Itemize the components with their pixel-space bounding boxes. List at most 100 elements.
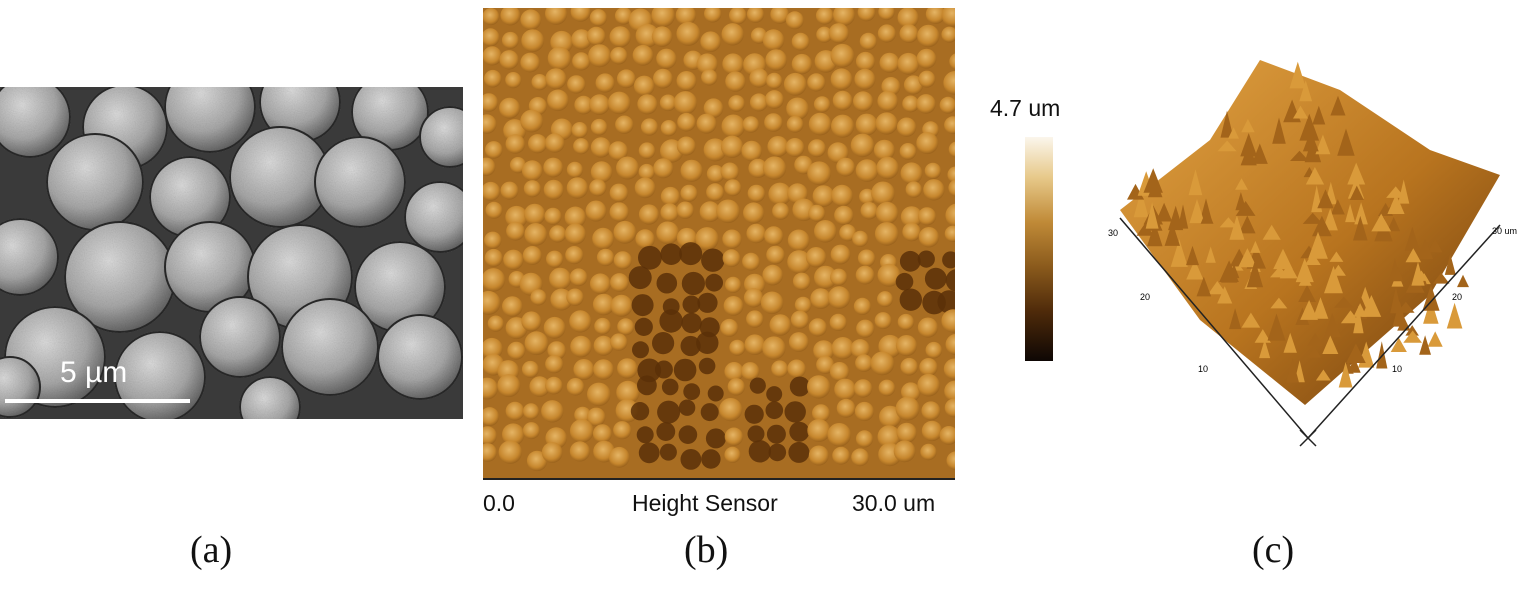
- surface-peak: [1361, 295, 1382, 317]
- afm-particle: [485, 141, 503, 159]
- surface-peak: [1308, 231, 1328, 259]
- afm-particle: [701, 449, 721, 469]
- afm-particle: [785, 11, 804, 30]
- afm-particle: [921, 401, 941, 421]
- afm-particle: [638, 142, 656, 159]
- afm-particle: [573, 138, 590, 155]
- afm-particle: [520, 109, 544, 133]
- afm-particle: [766, 424, 786, 444]
- axis-tick-left-30: 30: [1108, 228, 1118, 238]
- axis-left: [1119, 217, 1309, 439]
- afm-particle: [812, 185, 835, 208]
- afm-particle: [659, 94, 677, 112]
- surface-peak: [1267, 313, 1286, 341]
- afm-particle: [857, 8, 876, 22]
- afm-particle: [589, 9, 607, 27]
- afm-particle: [943, 358, 955, 380]
- afm-particle: [630, 402, 650, 421]
- afm-particle: [788, 332, 809, 352]
- scale-bar-label: 5 µm: [60, 356, 127, 389]
- afm-particle: [771, 360, 789, 378]
- afm-particle: [654, 360, 673, 379]
- afm-height-map: [483, 8, 955, 478]
- afm-particle: [679, 242, 703, 266]
- afm-particle: [500, 181, 519, 200]
- afm-particle: [524, 223, 548, 246]
- surface-peak: [1390, 337, 1407, 352]
- afm-particle: [808, 112, 832, 136]
- surface-peak: [1307, 332, 1324, 346]
- afm-particle: [704, 8, 722, 23]
- afm-particle: [787, 359, 806, 379]
- afm-particle: [766, 386, 783, 403]
- surface-peak: [1305, 167, 1325, 185]
- afm-particle: [943, 71, 955, 95]
- afm-particle: [610, 333, 628, 351]
- afm-particle: [498, 440, 522, 464]
- afm-particle: [610, 294, 633, 317]
- afm-particle: [836, 398, 856, 418]
- surface-peak: [1324, 266, 1343, 294]
- afm-particle: [917, 250, 935, 268]
- surface-peak: [1205, 246, 1216, 263]
- panel-label-a: (a): [190, 529, 233, 571]
- surface-peak: [1283, 332, 1297, 353]
- afm-particle: [522, 246, 542, 265]
- afm-particle: [545, 355, 564, 374]
- afm-particle: [897, 8, 919, 29]
- afm-particle: [596, 248, 615, 267]
- afm-particle: [918, 70, 936, 88]
- afm-particle: [895, 335, 918, 357]
- afm-particle: [573, 359, 595, 380]
- afm-particle: [857, 249, 876, 267]
- afm-particle: [727, 378, 745, 396]
- afm-particle: [895, 272, 914, 291]
- afm-particle: [502, 296, 523, 317]
- afm-particle: [680, 335, 701, 357]
- afm-particle: [897, 313, 915, 331]
- surface-peak: [1423, 298, 1439, 324]
- height-colorbar: [1025, 137, 1053, 361]
- afm-particle: [720, 162, 739, 181]
- surface-peak: [1346, 343, 1366, 363]
- afm-particle: [896, 117, 917, 137]
- surface-peak: [1186, 245, 1199, 266]
- surface-peak: [1419, 335, 1431, 355]
- afm-particle: [607, 91, 631, 115]
- afm-particle: [854, 401, 874, 422]
- afm-particle: [749, 68, 769, 88]
- afm-particle: [875, 201, 899, 225]
- afm-particle: [944, 398, 955, 418]
- afm-particle: [855, 113, 878, 136]
- afm-particle: [815, 8, 834, 25]
- surface-peak: [1398, 179, 1410, 204]
- afm-particle: [703, 138, 727, 162]
- afm-particle: [903, 75, 924, 95]
- surface-peak: [1376, 341, 1388, 369]
- afm-particle: [609, 183, 629, 203]
- afm-particle: [787, 229, 810, 252]
- afm-particle: [706, 165, 725, 183]
- afm-particle: [574, 406, 591, 424]
- afm-particle: [521, 160, 543, 182]
- surface-peak: [1241, 118, 1255, 133]
- afm-particle: [827, 423, 851, 447]
- afm-particle: [829, 362, 850, 382]
- afm-particle: [899, 143, 917, 160]
- afm-particle: [530, 289, 547, 306]
- afm-particle: [923, 179, 945, 201]
- afm-particle: [586, 26, 606, 46]
- afm-particle: [526, 450, 548, 472]
- afm-particle: [550, 288, 573, 311]
- surface-peak: [1156, 202, 1173, 222]
- afm-particle: [941, 309, 955, 333]
- surface-peak: [1147, 222, 1163, 247]
- surface-body: [1120, 60, 1500, 405]
- surface-peak: [1299, 113, 1320, 141]
- afm-particle: [917, 24, 940, 48]
- surface-peak: [1133, 190, 1149, 218]
- afm-particle: [590, 118, 608, 136]
- afm-particle: [725, 71, 746, 92]
- afm-particle: [786, 97, 809, 121]
- surface-peak: [1221, 270, 1238, 283]
